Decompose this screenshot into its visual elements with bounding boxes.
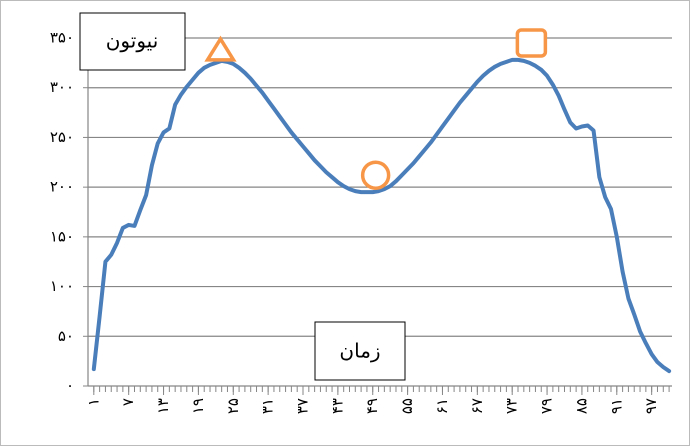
y-tick-label: ۵۰ [58, 327, 74, 345]
x-tick-label: ۱۳ [154, 398, 172, 414]
x-tick-label: ۶۱ [433, 398, 451, 414]
x-tick-label: ۲۵ [224, 398, 242, 414]
line-series [91, 57, 672, 374]
x-tick-label: ۸۵ [572, 398, 590, 414]
x-tick-label: ۹۷ [642, 398, 660, 414]
x-tick-label: ۷ [119, 398, 137, 406]
marker-circle [360, 160, 391, 190]
plot-area: ۰ ۵۰ ۱۰۰ ۱۵۰ ۲۰۰ ۲۵۰ ۳۰۰ ۳۵۰ ۱ ۷ ۱۳ ۱۹ ۲۵ ۳۱ ۳۷ ۴۳ ۴۹ ۵۵ ۶… [50, 28, 672, 414]
marker-square [515, 28, 548, 58]
x-tick-label: ۷۳ [503, 398, 521, 414]
x-tick-label: ۵۵ [398, 398, 416, 414]
x-tick-label: ۴۳ [328, 398, 346, 414]
x-tick-label: ۳۷ [294, 398, 312, 414]
x-tick-label: ۱۹ [189, 398, 207, 414]
x-tick-label: ۳۱ [259, 398, 277, 414]
annotation: نیوتون [106, 29, 159, 53]
y-tick-label: ۲۵۰ [50, 128, 74, 146]
x-tick-label: ۴۹ [363, 398, 381, 414]
x-tick-label: ۱ [84, 398, 102, 406]
annotation: زمان [339, 339, 380, 363]
marker-triangle [204, 35, 237, 62]
y-tick-label: ۰ [66, 377, 74, 395]
y-tick-label: ۳۵۰ [50, 29, 74, 47]
y-tick-label: ۳۰۰ [50, 78, 74, 96]
y-tick-label: ۱۰۰ [50, 277, 74, 295]
x-tick-label: ۶۷ [468, 398, 486, 414]
annotation-box [314, 321, 406, 381]
y-tick-label: ۱۵۰ [50, 227, 74, 245]
annotation-box [79, 12, 186, 71]
x-tick-label: ۷۹ [538, 398, 556, 414]
y-tick-label: ۲۰۰ [50, 178, 74, 196]
x-tick-label: ۹۱ [607, 398, 625, 414]
